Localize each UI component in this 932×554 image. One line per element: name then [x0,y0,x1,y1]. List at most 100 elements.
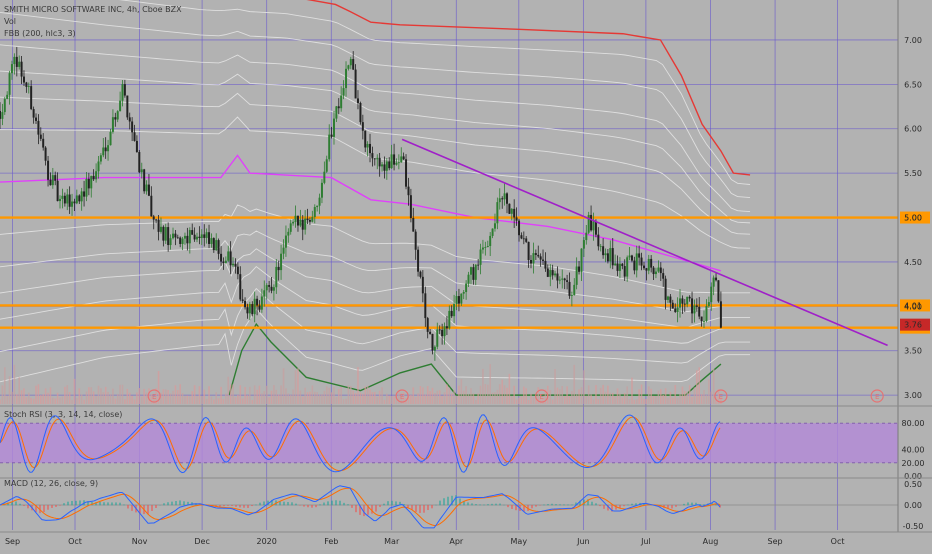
volume-bar [672,398,674,404]
volume-bar [297,368,299,404]
macd-histogram-bar [603,505,604,509]
volume-bar [489,364,491,404]
last-price-label: 3.76 [904,321,922,330]
macd-histogram-bar [535,505,536,507]
volume-bar [682,387,684,404]
volume-bar [191,391,193,404]
volume-bar [525,388,527,404]
candle-body [556,274,558,281]
volume-bar [283,368,285,404]
volume-bar [689,385,691,404]
volume-bar [367,386,369,404]
volume-bar [131,396,133,404]
volume-bar [45,388,47,404]
volume-bar [345,399,347,404]
volume-bar [631,378,633,404]
candle-body [343,88,345,96]
candle-body [542,260,544,261]
volume-bar [105,387,107,404]
volume-bar [71,400,73,404]
volume-bar [83,400,85,404]
volume-bar [307,392,309,404]
macd-histogram-bar [683,504,684,505]
candle-body [311,217,313,222]
candle-body [210,238,212,244]
volume-bar [509,374,511,404]
macd-histogram-bar [483,505,484,506]
candle-body [107,145,109,151]
macd-histogram-bar [311,505,312,508]
candle-body [715,278,717,281]
volume-bar [569,396,571,404]
volume-bar [410,395,412,404]
candle-body [607,253,609,261]
x-tick-label: Sep [768,537,783,546]
volume-bar [122,385,124,404]
volume-bar [259,386,261,404]
candle-body [189,230,191,243]
macd-histogram-bar [555,504,556,505]
macd-histogram-bar [307,505,308,507]
macd-histogram-bar [431,505,432,508]
volume-bar [93,391,95,404]
volume-bar [386,394,388,404]
volume-bar [242,398,244,404]
candle-body [88,179,90,189]
macd-histogram-bar [687,502,688,505]
candle-body [136,141,138,152]
macd-histogram-bar [299,505,300,506]
candle-body [100,155,102,161]
volume-bar [480,386,482,404]
macd-histogram-bar [407,505,408,508]
volume-bar [172,391,174,404]
candle-body [16,57,18,67]
candle-body [374,158,376,159]
volume-bar [107,392,109,404]
candle-body [33,109,35,118]
macd-histogram-bar [247,505,248,508]
candle-body [672,303,674,309]
volume-bar [364,387,366,404]
volume-bar [304,388,306,404]
candle-body [182,239,184,244]
candle-body [95,171,97,179]
candle-body [244,301,246,307]
volume-bar [487,385,489,404]
volume-bar [511,396,513,404]
volume-bar [619,394,621,404]
macd-histogram-bar [331,501,332,506]
volume-bar [328,388,330,404]
candle-body [141,169,143,172]
macd-histogram-bar [375,505,376,512]
volume-bar [677,398,679,404]
candle-body [696,305,698,306]
candle-body [42,139,44,148]
macd-histogram-bar [127,505,128,508]
candle-body [573,285,575,295]
volume-bar [95,396,97,404]
candle-body [388,161,390,168]
volume-bar [50,387,52,404]
volume-bar [247,395,249,404]
macd-histogram-bar [543,505,544,506]
candle-body [566,280,568,282]
candle-body [150,196,152,217]
volume-bar [646,399,648,404]
volume-bar [340,387,342,404]
volume-bar [605,392,607,404]
candle-body [609,248,611,261]
volume-bar [232,384,234,404]
volume-bar [379,391,381,404]
volume-bar [473,394,475,404]
macd-histogram-bar [287,502,288,505]
volume-bar [552,400,554,404]
candle-body [290,223,292,231]
volume-bar [338,389,340,404]
candle-body [6,95,8,99]
volume-bar [595,385,597,404]
macd-histogram-bar [547,504,548,505]
volume-bar [653,396,655,404]
volume-bar [494,392,496,404]
volume-bar [412,387,414,404]
